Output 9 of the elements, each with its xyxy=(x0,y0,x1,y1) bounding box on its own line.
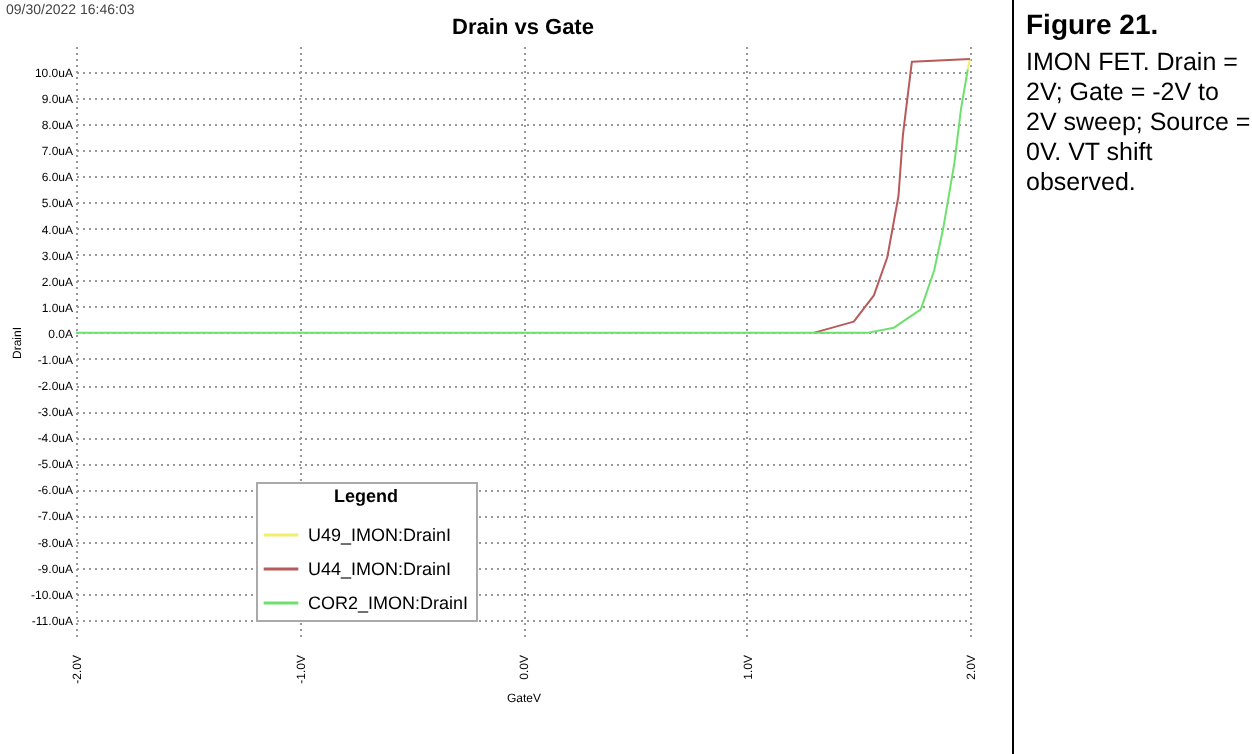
legend-label: COR2_IMON:DrainI xyxy=(308,593,469,613)
legend-label: U44_IMON:DrainI xyxy=(308,559,452,579)
legend-label: U49_IMON:DrainI xyxy=(308,525,452,545)
caption: Figure 21. xyxy=(1026,8,1161,40)
line-series xyxy=(75,68,969,334)
text: IMON FET. Drain = 2V; Gate = -2V to 2V sweep; Source = 0V. VT shift observed. xyxy=(1026,48,1252,198)
line-series xyxy=(812,58,971,334)
legend-title: Legend xyxy=(333,486,399,506)
chart-title: Drain vs Gate xyxy=(452,16,594,40)
